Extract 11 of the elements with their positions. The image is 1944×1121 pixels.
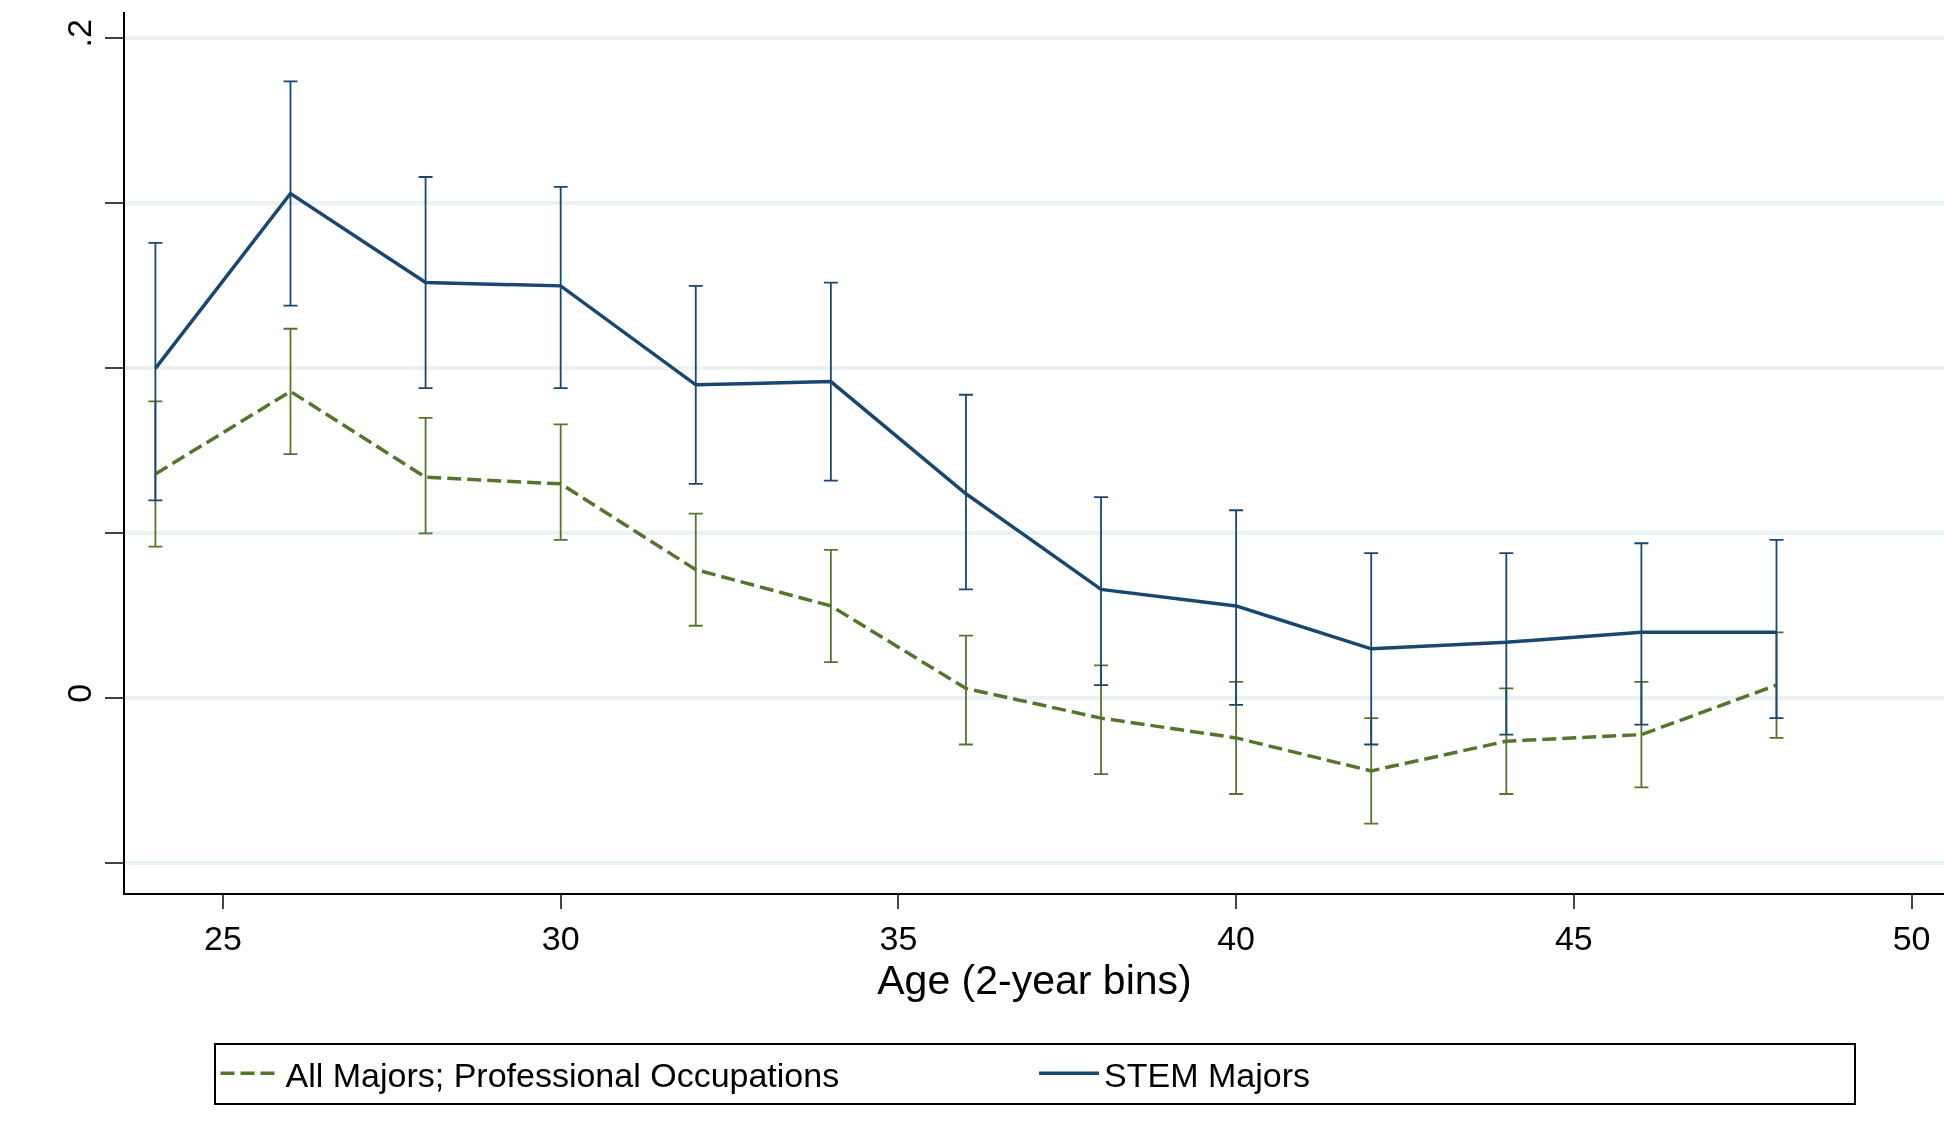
legend-label: STEM Majors <box>1104 1055 1310 1094</box>
x-tick-label: 45 <box>1554 918 1593 957</box>
x-axis-title: Age (2-year bins) <box>877 956 1192 1003</box>
x-tick-label: 25 <box>204 918 242 957</box>
y-tick-label: 0 <box>60 683 99 703</box>
x-tick-label: 35 <box>879 918 918 957</box>
legend-label: All Majors; Professional Occupations <box>285 1055 840 1094</box>
y-tick-label: .2 <box>60 19 99 48</box>
x-tick-label: 40 <box>1217 918 1256 957</box>
x-tick-label: 30 <box>541 918 580 957</box>
x-tick-label: 50 <box>1892 918 1931 957</box>
